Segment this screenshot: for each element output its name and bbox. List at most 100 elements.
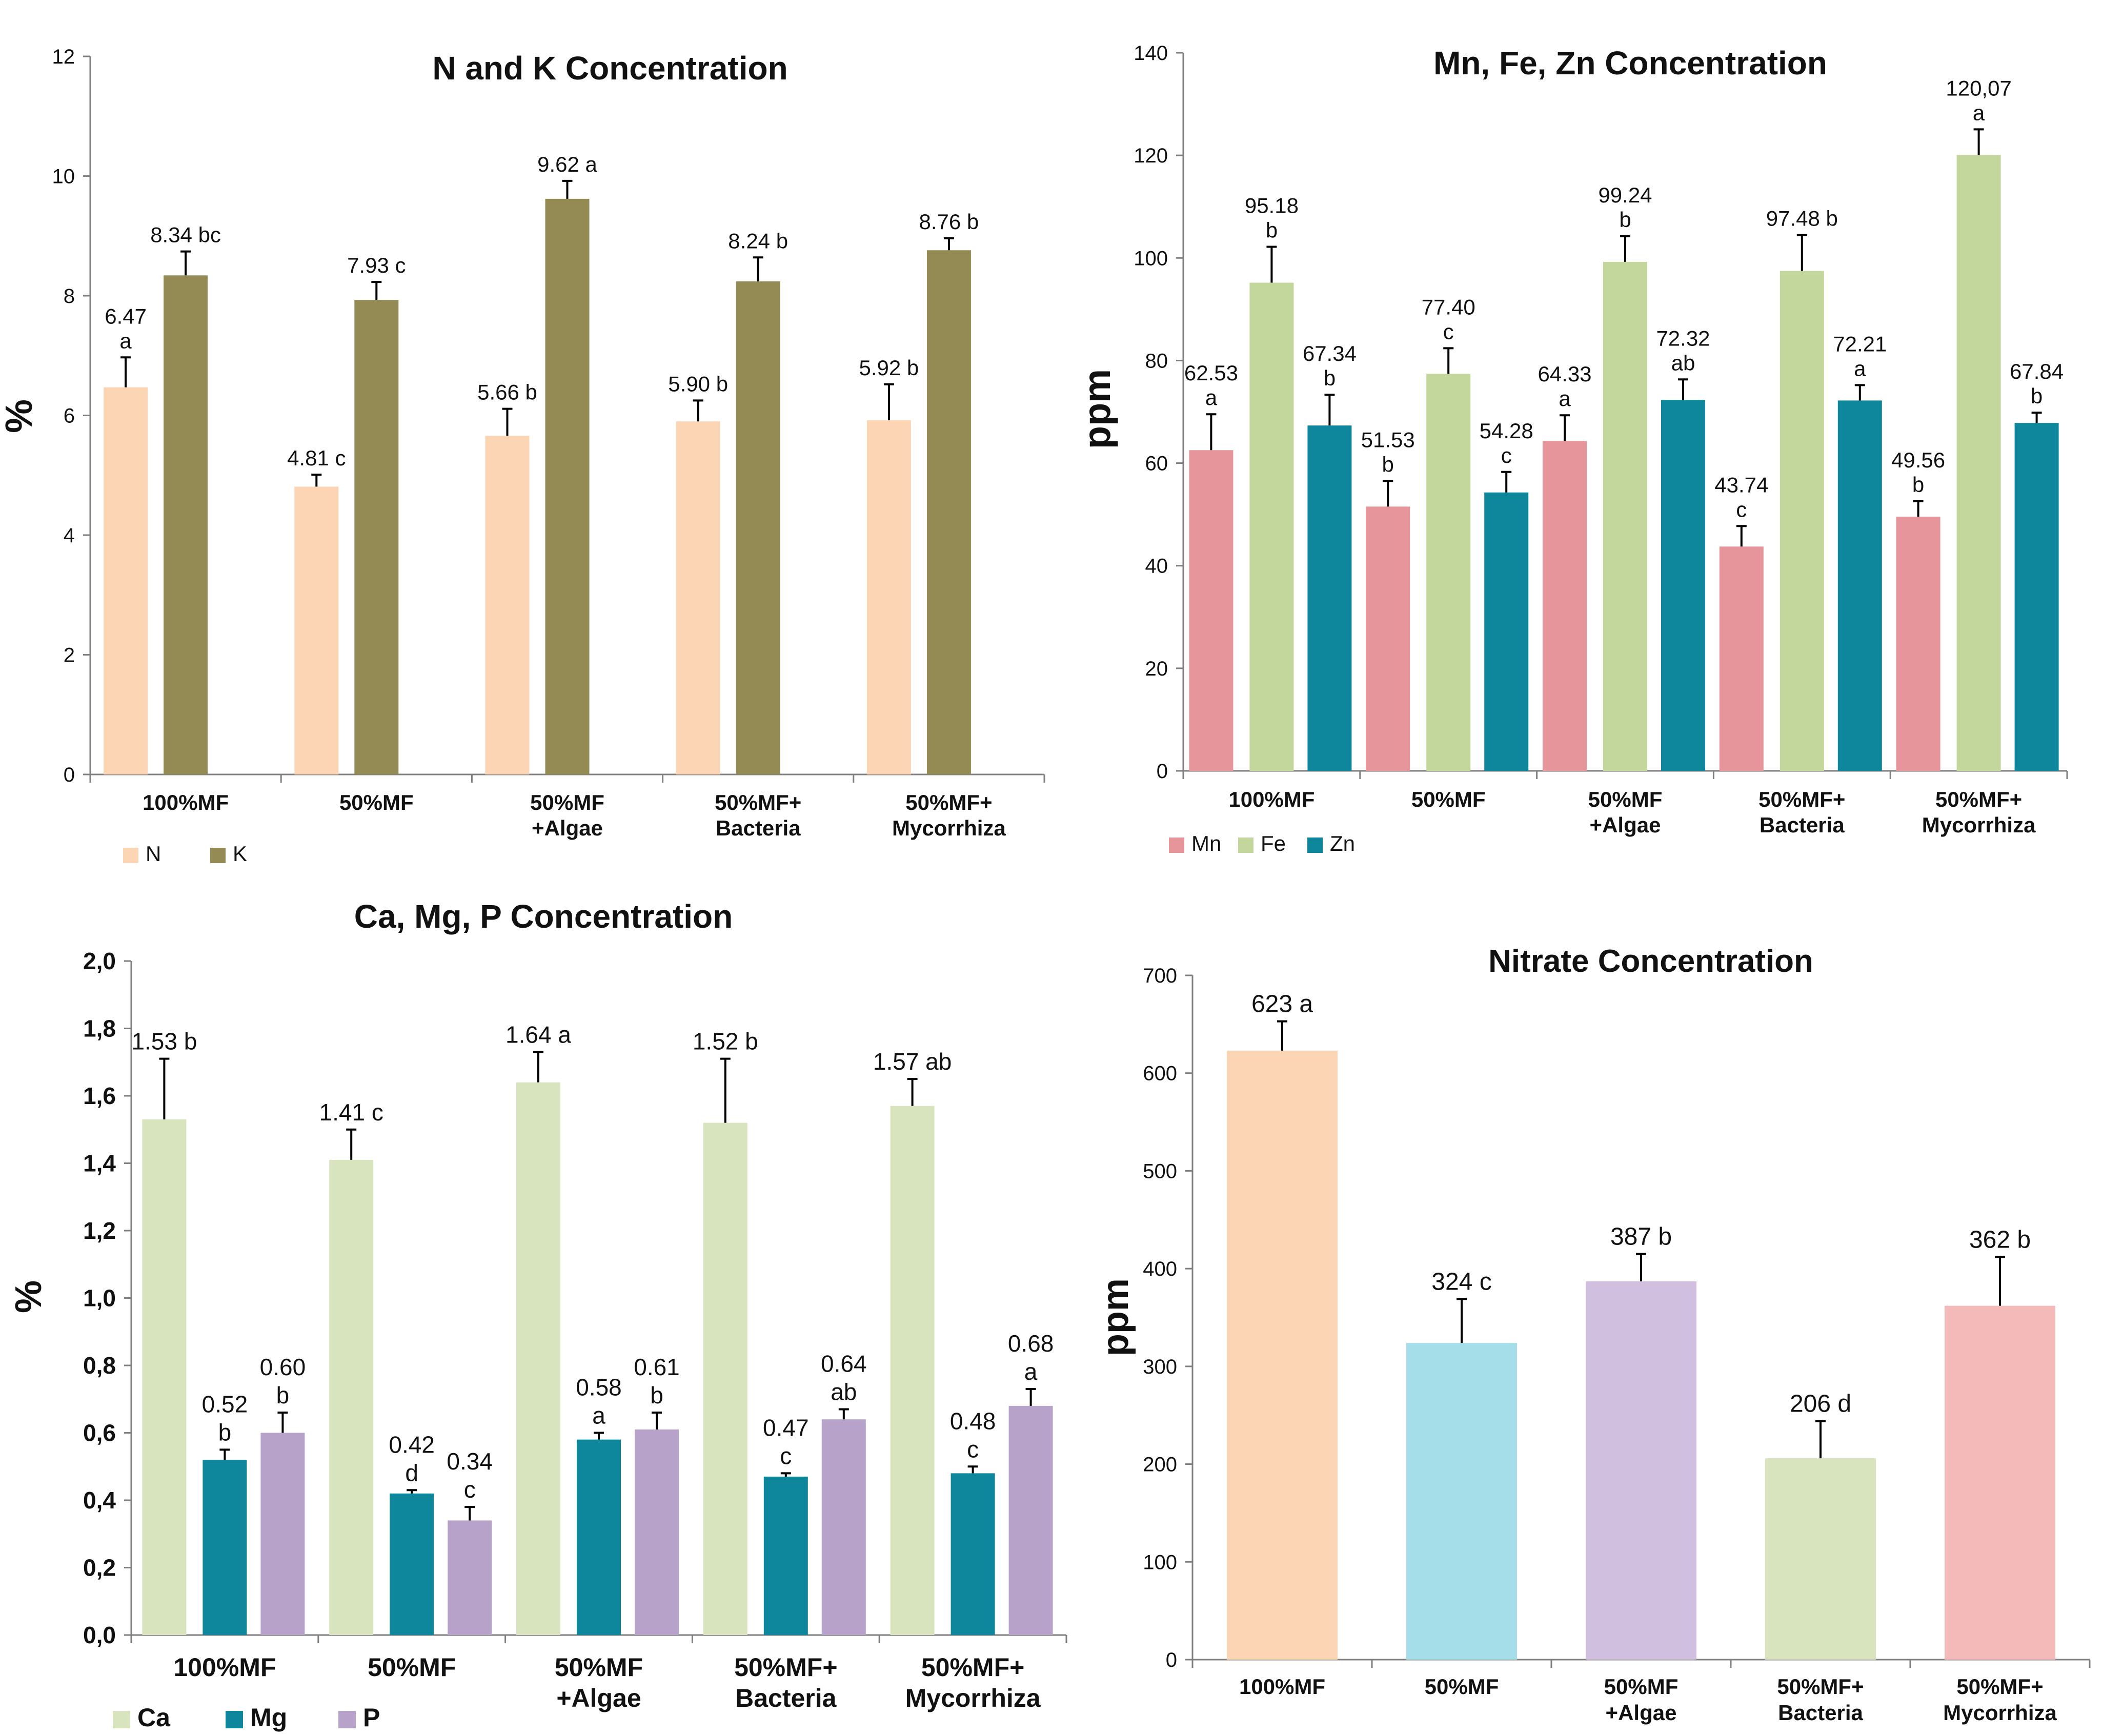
y-tick-label: 100	[1143, 1551, 1177, 1574]
bar-fe	[1426, 374, 1471, 771]
chart-nk: N and K Concentration% 0 2 4 6 8 10 12 100%MF 50%…	[0, 46, 1045, 866]
data-label: 387 b	[1610, 1223, 1672, 1251]
data-label: 0.60	[260, 1354, 306, 1380]
data-label: 0.68	[1008, 1330, 1054, 1357]
bar-ca	[703, 1122, 747, 1635]
y-tick-label: 140	[1134, 42, 1168, 65]
legend-label: K	[233, 842, 247, 866]
bar-ca	[142, 1119, 187, 1635]
data-label: 0.48	[950, 1407, 996, 1434]
data-label: c	[1501, 443, 1512, 467]
x-tick-label: 50%MF	[1588, 787, 1663, 811]
y-tick-label: 700	[1143, 965, 1177, 987]
bar-mg	[577, 1439, 621, 1635]
data-label: 8.24 b	[728, 229, 788, 253]
x-tick-label: +Algae	[1590, 813, 1661, 837]
legend-swatch-p	[338, 1711, 356, 1728]
y-tick-label: 8	[64, 285, 75, 308]
x-tick-label: 50%MF	[1425, 1674, 1499, 1699]
y-tick-label: 0	[64, 764, 75, 786]
x-tick-label: 50%MF	[1604, 1674, 1679, 1699]
legend-swatch-ca	[113, 1711, 130, 1728]
bar-p	[821, 1419, 866, 1635]
x-tick-label: 50%MF+	[921, 1653, 1024, 1682]
y-tick-label: 600	[1143, 1063, 1177, 1085]
data-label: 67.84	[2010, 359, 2064, 383]
data-label: 120,07	[1946, 76, 2011, 100]
data-label: 623 a	[1251, 991, 1313, 1018]
data-label: 0.64	[821, 1350, 867, 1377]
legend-label: P	[363, 1703, 380, 1732]
y-tick-label: 2,0	[83, 948, 116, 974]
y-tick-label: 0	[1166, 1649, 1177, 1671]
y-tick-label: 20	[1145, 658, 1168, 680]
bar-zn	[2014, 423, 2059, 771]
data-label: c	[1443, 319, 1454, 343]
y-tick-label: 500	[1143, 1160, 1177, 1182]
data-label: 1.53 b	[131, 1028, 197, 1055]
chart-title: Nitrate Concentration	[1488, 944, 1813, 979]
data-label: 77.40	[1422, 295, 1475, 319]
bar-fe	[1603, 261, 1647, 771]
data-label: c	[464, 1476, 476, 1503]
data-label: 4.81 c	[287, 446, 346, 470]
bar-mn	[1189, 450, 1234, 771]
bar-k	[354, 300, 399, 774]
data-label: 0.47	[763, 1414, 809, 1441]
y-tick-label: 80	[1145, 350, 1168, 372]
legend-label: N	[146, 842, 161, 866]
legend-swatch-mg	[226, 1711, 243, 1728]
data-label: 49.56	[1891, 448, 1945, 472]
legend-swatch-mn	[1169, 838, 1184, 853]
legend-swatch-k	[210, 848, 226, 863]
x-tick-label: 100%MF	[1239, 1674, 1325, 1699]
bar-mg	[203, 1460, 247, 1635]
y-tick-label: 0,0	[83, 1622, 116, 1648]
x-tick-label: Bacteria	[1778, 1701, 1863, 1725]
y-tick-label: 1,4	[83, 1150, 116, 1177]
data-label: b	[1324, 366, 1336, 390]
x-tick-label: 50%MF+	[905, 790, 992, 814]
bar-k	[736, 281, 780, 774]
x-tick-label: 50%MF+	[1956, 1674, 2043, 1699]
bar-n	[294, 486, 339, 774]
data-label: b	[2031, 384, 2043, 408]
data-label: 8.34 bc	[150, 223, 221, 247]
data-label: 5.66 b	[477, 380, 537, 404]
x-tick-label: 50%MF	[339, 790, 414, 814]
y-tick-label: 100	[1134, 247, 1168, 270]
x-tick-label: 50%MF	[1411, 787, 1486, 811]
data-label: ab	[1671, 351, 1695, 375]
data-label: 67.34	[1303, 341, 1357, 365]
data-label: 54.28	[1480, 419, 1533, 443]
bar-mg	[763, 1476, 808, 1635]
data-label: 362 b	[1969, 1226, 2031, 1253]
x-tick-label: 100%MF	[173, 1653, 276, 1682]
bar-fe	[1956, 155, 2001, 771]
bar-k	[926, 250, 971, 774]
bar-nitrate	[1765, 1458, 1876, 1660]
chart-title: Ca, Mg, P Concentration	[354, 898, 733, 935]
data-label: 62.53	[1184, 361, 1238, 385]
legend-swatch-zn	[1307, 838, 1323, 853]
data-label: a	[1973, 100, 1985, 125]
data-label: a	[1205, 385, 1218, 410]
data-label: b	[1619, 208, 1631, 232]
y-tick-label: 300	[1143, 1356, 1177, 1378]
bar-ca	[329, 1159, 374, 1635]
y-tick-label: 6	[64, 405, 75, 427]
bar-mg	[951, 1473, 995, 1635]
data-label: a	[1024, 1358, 1038, 1385]
y-axis-label: %	[0, 399, 40, 433]
data-label: 0.61	[634, 1354, 680, 1380]
bar-p	[635, 1429, 679, 1635]
bar-zn	[1837, 400, 1882, 771]
data-label: 6.47	[105, 304, 147, 328]
bar-mn	[1719, 546, 1764, 771]
data-label: 1.41 c	[319, 1099, 383, 1126]
data-label: b	[1382, 452, 1394, 476]
bar-nitrate	[1406, 1343, 1517, 1660]
y-tick-label: 0	[1157, 760, 1168, 783]
y-tick-label: 2	[64, 644, 75, 667]
